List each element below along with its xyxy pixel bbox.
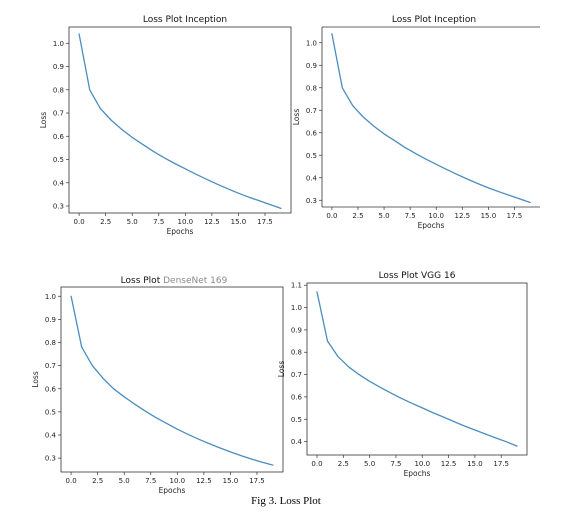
y-tick-label: 0.6 (306, 129, 318, 137)
loss-series-line (331, 33, 531, 204)
y-tick-label: 0.9 (291, 326, 302, 334)
chart-4: 0.0 2.5 5.0 7.5 10.0 12.5 15.0 17.5 0.4 0.5 0.6 0.7… (277, 271, 528, 478)
x-tick-label: 2.5 (352, 212, 363, 220)
x-tick-label: 5.0 (364, 460, 375, 468)
x-tick-label: 7.5 (390, 460, 401, 468)
x-tick-label: 2.5 (92, 477, 103, 485)
y-tick-label: 0.6 (45, 385, 57, 393)
chart-3: 0.0 2.5 5.0 7.5 10.0 12.5 15.0 17.5 0.3 0.4 0.5 0.6… (31, 276, 284, 495)
y-tick-label: 0.3 (306, 197, 317, 205)
loss-series-line (316, 291, 518, 447)
x-tick-label: 2.5 (100, 218, 111, 226)
x-tick-label: 15.0 (467, 460, 483, 468)
chart-title-main: Loss Plot VGG 16 (379, 271, 456, 281)
x-tick-label: 17.5 (507, 212, 523, 220)
x-tick-label: 5.0 (378, 212, 389, 220)
y-tick-label: 0.9 (306, 62, 317, 70)
x-tick-label: 7.5 (405, 212, 416, 220)
chart-title: Loss Plot VGG 16 (379, 271, 456, 281)
chart-panel-2: 0.0 2.5 5.0 7.5 10.0 12.5 15.0 17.5 0.3 0.4 0.5 0.6… (292, 8, 557, 244)
x-tick-label: 0.0 (66, 477, 77, 485)
y-tick-label: 0.5 (291, 416, 302, 424)
y-tick-label: 1.0 (291, 304, 302, 312)
x-tick-label: 0.0 (326, 212, 337, 220)
loss-series-line (70, 295, 274, 466)
chart-panel-3: 0.0 2.5 5.0 7.5 10.0 12.5 15.0 17.5 0.3 0.4 0.5 0.6… (31, 272, 294, 498)
chart-1: 0.0 2.5 5.0 7.5 10.0 12.5 15.0 17.5 0.3 0.4 0.5 0.6… (39, 15, 292, 236)
x-tick-label: 12.5 (454, 212, 470, 220)
y-tick-label: 0.5 (53, 156, 64, 164)
y-tick-label: 0.8 (53, 86, 64, 94)
y-tick-label: 0.4 (53, 179, 65, 187)
x-tick-label: 10.0 (428, 212, 444, 220)
y-tick-label: 1.0 (306, 39, 317, 47)
x-tick-label: 12.5 (196, 477, 212, 485)
x-tick-label: 17.5 (257, 218, 273, 226)
x-axis-label: Epochs (159, 486, 186, 495)
y-tick-label: 0.4 (291, 438, 303, 446)
chart-title: Loss Plot Inception (143, 15, 227, 25)
x-tick-label: 15.0 (231, 218, 247, 226)
y-tick-label: 0.9 (53, 63, 64, 71)
plot-frame (68, 26, 292, 214)
y-tick-label: 0.9 (45, 316, 56, 324)
y-tick-label: 0.6 (53, 133, 65, 141)
y-tick-label: 0.5 (45, 408, 56, 416)
y-tick-label: 0.5 (306, 152, 317, 160)
x-tick-label: 15.0 (481, 212, 497, 220)
y-tick-label: 0.3 (53, 203, 64, 211)
x-tick-label: 10.0 (178, 218, 194, 226)
x-tick-label: 12.5 (441, 460, 457, 468)
y-tick-label: 1.0 (45, 293, 56, 301)
x-tick-label: 15.0 (223, 477, 239, 485)
y-tick-label: 0.7 (306, 107, 317, 115)
x-axis-label: Epochs (404, 469, 431, 478)
y-tick-label: 0.8 (45, 339, 56, 347)
y-tick-label: 0.7 (45, 362, 56, 370)
x-tick-label: 0.0 (74, 218, 85, 226)
y-axis-label: Loss (277, 361, 286, 378)
y-tick-label: 0.8 (291, 349, 302, 357)
y-tick-label: 1.1 (291, 282, 302, 290)
y-tick-label: 0.7 (291, 371, 302, 379)
x-axis-label: Epochs (167, 227, 194, 236)
y-tick-label: 0.4 (45, 432, 57, 440)
chart-title: Loss Plot DenseNet 169 (121, 276, 228, 286)
chart-title-main: Loss Plot (121, 276, 161, 286)
x-tick-label: 17.5 (493, 460, 509, 468)
x-tick-label: 5.0 (127, 218, 138, 226)
chart-panel-4: 0.0 2.5 5.0 7.5 10.0 12.5 15.0 17.5 0.4 0.5 0.6 0.7… (277, 268, 542, 494)
y-axis-label: Loss (31, 371, 40, 388)
x-tick-label: 7.5 (153, 218, 164, 226)
plot-frame (60, 286, 284, 473)
chart-2: 0.0 2.5 5.0 7.5 10.0 12.5 15.0 17.5 0.3 0.4 0.5 0.6… (292, 15, 540, 230)
chart-panel-1: 0.0 2.5 5.0 7.5 10.0 12.5 15.0 17.5 0.3 0.4 0.5 0.6… (34, 8, 294, 244)
x-tick-label: 12.5 (204, 218, 220, 226)
loss-series-line (78, 33, 282, 210)
y-tick-label: 0.7 (53, 110, 64, 118)
chart-title-main: Loss Plot Inception (143, 15, 227, 25)
x-tick-label: 17.5 (249, 477, 265, 485)
x-tick-label: 7.5 (145, 477, 156, 485)
y-axis-label: Loss (39, 112, 48, 129)
y-tick-label: 0.8 (306, 84, 317, 92)
chart-title-main: Loss Plot Inception (392, 15, 476, 25)
x-tick-label: 2.5 (338, 460, 349, 468)
x-tick-label: 0.0 (311, 460, 322, 468)
chart-title-suffix: DenseNet 169 (160, 276, 227, 286)
chart-title: Loss Plot Inception (392, 15, 476, 25)
x-tick-label: 5.0 (119, 477, 130, 485)
y-tick-label: 0.6 (291, 393, 303, 401)
y-tick-label: 0.4 (306, 174, 318, 182)
x-axis-label: Epochs (418, 221, 445, 230)
plot-frame (306, 282, 528, 456)
y-tick-label: 1.0 (53, 40, 64, 48)
y-tick-label: 0.3 (45, 455, 56, 463)
x-tick-label: 10.0 (414, 460, 430, 468)
figure-caption: Fig 3. Loss Plot (251, 495, 321, 507)
y-axis-label: Loss (292, 109, 301, 126)
x-tick-label: 10.0 (170, 477, 186, 485)
